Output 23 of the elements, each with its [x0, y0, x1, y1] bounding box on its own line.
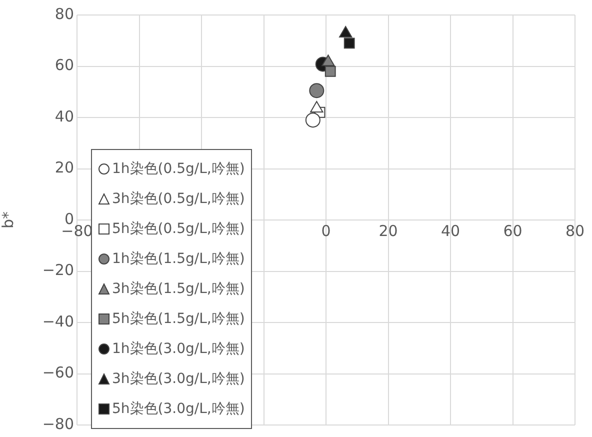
x-tick-label: 80	[565, 222, 585, 240]
legend-label: 5h染色(3.0g/L,吟無)	[112, 400, 245, 418]
y-tick-label: −40	[42, 312, 74, 330]
legend-label: 1h染色(3.0g/L,吟無)	[112, 340, 245, 358]
legend-label: 1h染色(1.5g/L,吟無)	[112, 250, 245, 268]
y-tick-label: 40	[54, 107, 74, 126]
legend-label: 5h染色(0.5g/L,吟無)	[112, 220, 245, 238]
legend-label: 5h染色(1.5g/L,吟無)	[112, 310, 245, 328]
y-tick-label: −80	[42, 414, 74, 433]
legend-label: 3h染色(1.5g/L,吟無)	[112, 280, 245, 298]
y-tick-label: 20	[54, 158, 74, 177]
y-axis-title: b*	[0, 210, 17, 229]
y-tick-label: −60	[42, 364, 74, 382]
legend-label: 3h染色(3.0g/L,吟無)	[112, 370, 245, 388]
y-tick-label: −20	[42, 261, 74, 280]
x-tick-label: 0	[321, 222, 331, 240]
x-tick-label: 20	[378, 222, 398, 240]
y-tick-label: 80	[54, 4, 74, 23]
legend-label: 1h染色(0.5g/L,吟無)	[112, 160, 245, 178]
y-tick-label: 60	[54, 56, 74, 74]
x-tick-label: 60	[503, 222, 522, 240]
x-tick-label: 40	[440, 222, 460, 240]
legend-label: 3h染色(0.5g/L,吟無)	[112, 190, 245, 208]
